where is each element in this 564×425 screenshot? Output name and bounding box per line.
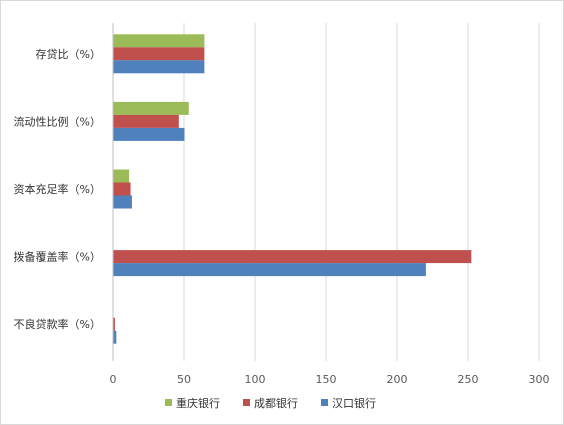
category-labels: 存贷比（%） 流动性比例（%） 资本充足率（%） 拨备覆盖率（%） 不良贷款率（%） — [14, 47, 101, 331]
bar — [113, 114, 179, 128]
category-label: 存贷比（%） — [36, 47, 101, 61]
x-tick-label: 0 — [110, 373, 117, 386]
x-tick-label: 150 — [316, 373, 337, 386]
bar — [113, 195, 132, 209]
x-tick-label: 100 — [245, 373, 266, 386]
bar — [113, 34, 205, 48]
category-label: 流动性比例（%） — [14, 114, 101, 128]
legend-label: 成都银行 — [254, 396, 298, 410]
x-tick-labels: 0 50 100 150 200 250 300 — [110, 373, 550, 386]
bar — [113, 317, 115, 331]
legend-swatch — [321, 399, 328, 406]
bar — [113, 101, 189, 115]
x-tick-label: 200 — [387, 373, 408, 386]
bar — [113, 250, 472, 264]
gridlines — [183, 23, 540, 361]
bar — [113, 127, 185, 141]
legend-swatch — [165, 399, 172, 406]
bar — [113, 169, 130, 183]
x-tick-label: 300 — [529, 373, 550, 386]
bar — [113, 330, 117, 344]
bar — [113, 263, 426, 277]
bar — [113, 60, 205, 74]
bar — [113, 47, 205, 61]
category-label: 拨备覆盖率（%） — [14, 250, 101, 264]
legend: 重庆银行 成都银行 汉口银行 — [165, 396, 376, 410]
category-label: 资本充足率（%） — [14, 182, 101, 196]
x-tick-label: 50 — [177, 373, 191, 386]
category-label: 不良贷款率（%） — [14, 317, 101, 331]
legend-label: 汉口银行 — [332, 396, 376, 410]
bar — [113, 182, 131, 196]
x-tick-label: 250 — [458, 373, 479, 386]
legend-label: 重庆银行 — [176, 396, 220, 410]
legend-swatch — [243, 399, 250, 406]
bars — [113, 34, 472, 344]
